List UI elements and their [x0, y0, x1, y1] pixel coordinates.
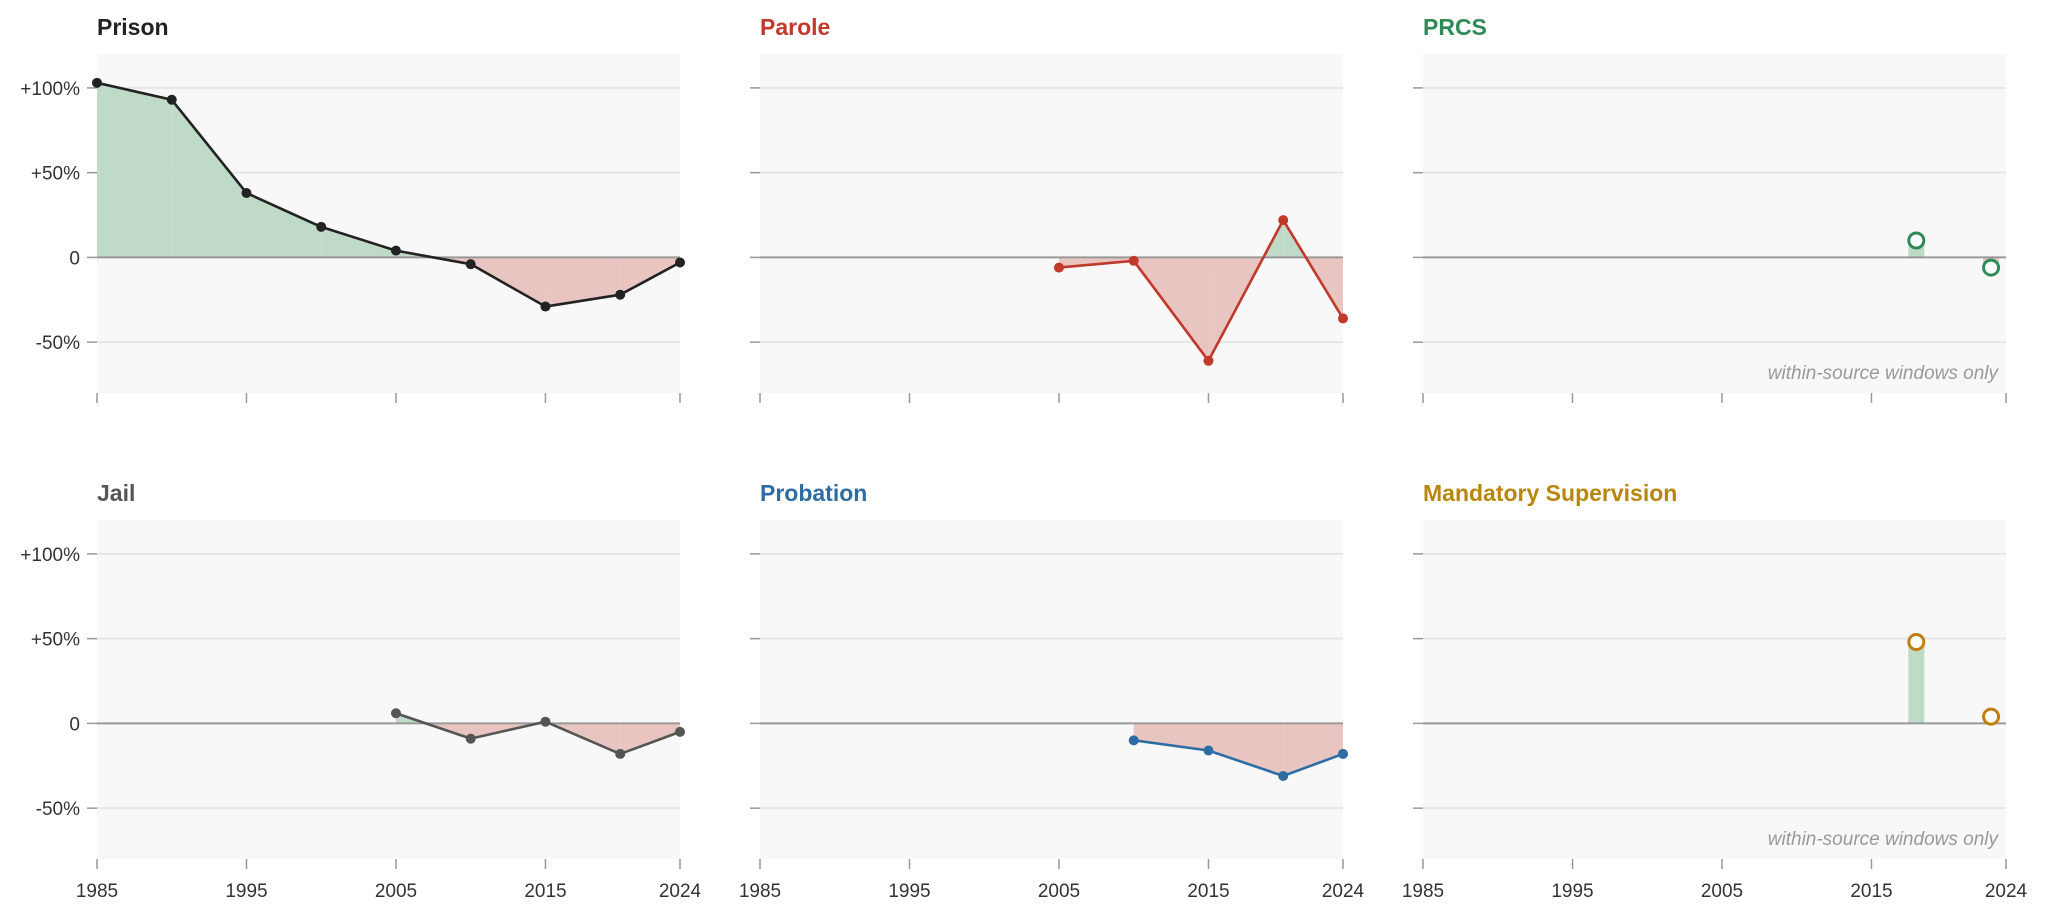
- x-tick-label: 2015: [1187, 881, 1229, 902]
- plot-area: [97, 520, 680, 859]
- x-tick-label: 2024: [1322, 881, 1365, 902]
- x-tick-label: 1985: [739, 881, 781, 902]
- data-point: [1982, 707, 2001, 726]
- data-point: [675, 257, 685, 268]
- y-tick-label: -50%: [36, 333, 80, 354]
- y-tick-label: +100%: [20, 79, 80, 100]
- panel-title: Parole: [760, 14, 830, 40]
- y-tick-label: +100%: [20, 545, 80, 566]
- data-point: [1338, 748, 1348, 759]
- x-tick-label: 1985: [76, 881, 118, 902]
- x-tick-label: 1995: [888, 881, 930, 902]
- x-tick-label: 1985: [1402, 881, 1444, 902]
- panel-title: Mandatory Supervision: [1423, 480, 1677, 506]
- panel-prison: Prison +100% +50% 0 -50%: [20, 14, 685, 403]
- data-point: [1203, 745, 1214, 756]
- loss-area: [1133, 723, 1209, 751]
- change-bar: [1908, 642, 1925, 724]
- panel-title: PRCS: [1423, 14, 1487, 40]
- data-point: [316, 221, 327, 232]
- panel-parole: Parole: [750, 14, 1348, 403]
- x-tick-label: 1995: [1551, 881, 1593, 902]
- data-point: [92, 77, 102, 88]
- data-point: [465, 259, 476, 270]
- x-tick-label: 2005: [1701, 881, 1743, 902]
- plot-area: [760, 520, 1343, 859]
- data-point: [1203, 355, 1214, 366]
- data-point: [390, 245, 401, 256]
- x-tick-label: 2024: [1985, 881, 2028, 902]
- panel-title: Jail: [97, 480, 135, 506]
- gain-area: [171, 99, 247, 258]
- data-point: [465, 733, 476, 744]
- panel-prcs: PRCS within-source windows only: [1413, 14, 2007, 403]
- gain-area: [321, 226, 396, 258]
- loss-area: [1208, 723, 1284, 776]
- data-point: [540, 716, 551, 727]
- x-tick-label: 2015: [1850, 881, 1892, 902]
- y-tick-label: 0: [69, 248, 80, 269]
- y-tick-label: +50%: [31, 630, 80, 651]
- panel-note: within-source windows only: [1768, 829, 2000, 850]
- data-point: [1338, 313, 1348, 324]
- panel-mandatory-supervision: Mandatory Supervision 1985 1995 2005 2015 202…: [1402, 480, 2028, 902]
- y-tick-label: +50%: [31, 164, 80, 185]
- x-tick-label: 2005: [375, 881, 417, 902]
- panel-note: within-source windows only: [1768, 363, 2000, 384]
- data-point: [540, 301, 551, 312]
- x-tick-label: 2015: [524, 881, 566, 902]
- x-tick-label: 2024: [659, 881, 702, 902]
- data-point: [1907, 231, 1926, 250]
- loss-area: [1283, 723, 1343, 776]
- data-point: [1907, 633, 1926, 652]
- plot-area: [760, 54, 1343, 393]
- data-point: [1128, 735, 1139, 746]
- series-line: [1133, 739, 1344, 778]
- panel-title: Probation: [760, 480, 867, 506]
- loss-area: [545, 257, 621, 307]
- loss-area: [470, 257, 546, 307]
- data-point: [390, 708, 401, 719]
- data-point: [1982, 258, 2001, 277]
- data-point: [615, 748, 626, 759]
- y-tick-label: 0: [69, 714, 80, 735]
- gain-area: [246, 192, 322, 258]
- data-point: [615, 289, 626, 300]
- loss-area: [620, 723, 680, 754]
- data-point: [1053, 262, 1064, 273]
- panel-title: Prison: [97, 14, 169, 40]
- data-point: [1128, 255, 1139, 266]
- panel-jail: Jail +100% +50% 0 -50% 1985 1995 2005 2015 2024: [20, 480, 701, 902]
- y-tick-label: -50%: [36, 799, 80, 820]
- gain-area: [97, 82, 172, 258]
- data-point: [675, 726, 685, 737]
- data-point: [166, 94, 177, 105]
- data-point: [1278, 215, 1289, 226]
- data-point: [1278, 770, 1289, 781]
- x-tick-label: 1995: [225, 881, 267, 902]
- panel-probation: Probation 1985 1995 2005 2015 2024: [739, 480, 1365, 902]
- x-tick-label: 2005: [1038, 881, 1080, 902]
- plot-area: [1423, 54, 2006, 393]
- data-point: [241, 187, 252, 198]
